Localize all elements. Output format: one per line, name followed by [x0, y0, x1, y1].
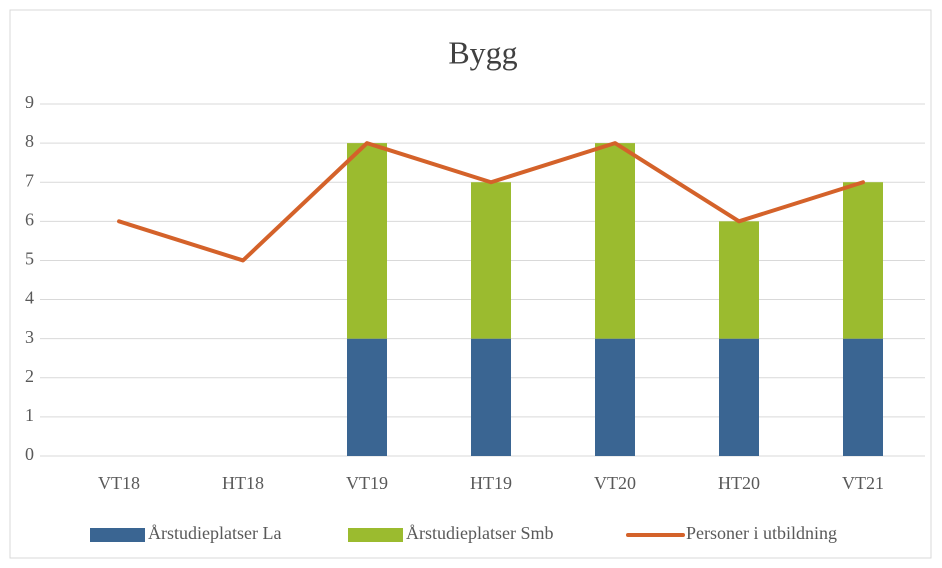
line: [117, 141, 865, 263]
bar: [595, 143, 635, 339]
x-tick-label: VT18: [98, 473, 140, 493]
bar: [595, 338, 635, 456]
bar: [719, 221, 759, 339]
y-tick-label: 5: [25, 249, 34, 269]
y-tick-label: 1: [25, 405, 34, 425]
y-tick-label: 9: [25, 92, 34, 112]
x-tick-label: HT20: [718, 473, 760, 493]
legend-label: Årstudieplatser La: [148, 523, 281, 543]
bar: [471, 338, 511, 456]
legend-swatch: [348, 528, 403, 542]
y-tick-label: 6: [25, 209, 34, 229]
x-tick-label: HT19: [470, 473, 512, 493]
x-tick-label: VT19: [346, 473, 388, 493]
y-tick-label: 4: [25, 288, 34, 308]
chart-title: Bygg: [448, 34, 517, 70]
bar: [471, 182, 511, 339]
bar: [843, 182, 883, 339]
x-tick-label: HT18: [222, 473, 264, 493]
x-tick-label: VT21: [842, 473, 884, 493]
x-tick-label: VT20: [594, 473, 636, 493]
legend-label: Personer i utbildning: [686, 523, 837, 543]
bar: [347, 143, 387, 339]
y-tick-label: 0: [25, 444, 34, 464]
bar: [719, 338, 759, 456]
legend-label: Årstudieplatser Smb: [406, 523, 553, 543]
y-tick-label: 8: [25, 131, 34, 151]
bar: [843, 338, 883, 456]
y-tick-label: 2: [25, 366, 34, 386]
y-tick-label: 3: [25, 327, 34, 347]
legend-swatch: [90, 528, 145, 542]
y-tick-label: 7: [25, 170, 34, 190]
bar: [347, 338, 387, 456]
chart-border: [9, 9, 932, 559]
